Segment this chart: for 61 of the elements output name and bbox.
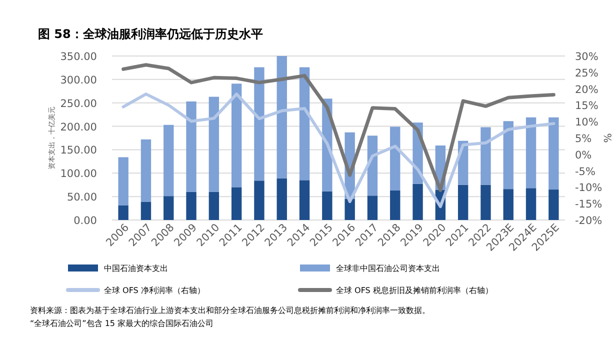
- bar: [186, 192, 196, 220]
- y2-tick-label: 15%: [575, 100, 598, 112]
- text: “全球石油公司”包含 15 家最大的综合国际石油公司: [30, 319, 214, 328]
- bar: [118, 205, 128, 220]
- bar: [164, 196, 174, 220]
- legend-label: 全球 OFS 税息折旧及摊销前利润率（右轴）: [336, 286, 493, 295]
- bar: [254, 180, 264, 220]
- bar: [526, 117, 536, 188]
- y-tick-label: 150.00: [60, 144, 97, 157]
- bar: [276, 178, 287, 220]
- chart-title: 图 58：全球油服利润率仍远低于历史水平: [38, 27, 263, 41]
- bar: [367, 136, 378, 196]
- y2-tick-label: -10%: [575, 182, 602, 194]
- bar: [118, 157, 128, 206]
- bar: [344, 198, 355, 220]
- y-tick-label: 250.00: [60, 98, 97, 110]
- bar: [231, 187, 242, 220]
- bar: [322, 191, 332, 220]
- bar: [503, 121, 514, 190]
- y-tick-label: 50.00: [66, 192, 97, 204]
- y-tick-label: 350.00: [60, 51, 97, 63]
- y-tick-label: 300.00: [60, 74, 97, 86]
- y-tick-label: 200.00: [60, 121, 97, 134]
- bar: [140, 139, 152, 202]
- y2-tick-label: 0%: [575, 149, 592, 162]
- bar: [276, 56, 287, 178]
- bar: [480, 184, 491, 220]
- legend-label: 全球非中国石油公司资本支出: [336, 264, 440, 273]
- bar: [208, 96, 220, 192]
- bar: [390, 190, 400, 220]
- bar: [503, 189, 514, 220]
- bar: [390, 126, 400, 190]
- bar: [186, 101, 196, 192]
- bar: [412, 184, 423, 220]
- y2-tick-label: 5%: [575, 133, 592, 145]
- bar: [458, 184, 468, 220]
- y2-tick-label: 10%: [575, 116, 598, 129]
- y-tick-label: 0.00: [74, 215, 97, 227]
- bar: [367, 196, 378, 220]
- y-tick-label: 100.00: [60, 168, 97, 180]
- y2-tick-label: -5%: [575, 166, 596, 178]
- y2-tick-label: -20%: [575, 215, 602, 227]
- bar: [140, 202, 152, 220]
- bar: [548, 117, 559, 190]
- bar: [480, 127, 491, 185]
- y2-tick-label: -15%: [575, 198, 602, 211]
- y2-tick-label: 20%: [575, 84, 598, 96]
- bar: [526, 188, 536, 220]
- bar: [548, 190, 559, 220]
- y2-tick-label: 25%: [575, 67, 598, 80]
- text: 资料来源：图表为基于全球石油行业上游资本支出和部分全球石油服务公司息税折摊前利润和净利润率一致数据。: [30, 306, 430, 315]
- bar: [299, 67, 310, 180]
- bar: [164, 124, 174, 196]
- bar: [254, 67, 264, 181]
- y2-axis-title: %: [601, 133, 612, 143]
- legend-label: 全球 OFS 净利润率（右轴）: [104, 286, 205, 295]
- bar: [208, 192, 220, 220]
- y2-tick-label: 30%: [575, 51, 598, 63]
- bar: [231, 84, 242, 188]
- bar: [299, 180, 310, 220]
- legend-label: 中国石油资本支出: [104, 264, 168, 273]
